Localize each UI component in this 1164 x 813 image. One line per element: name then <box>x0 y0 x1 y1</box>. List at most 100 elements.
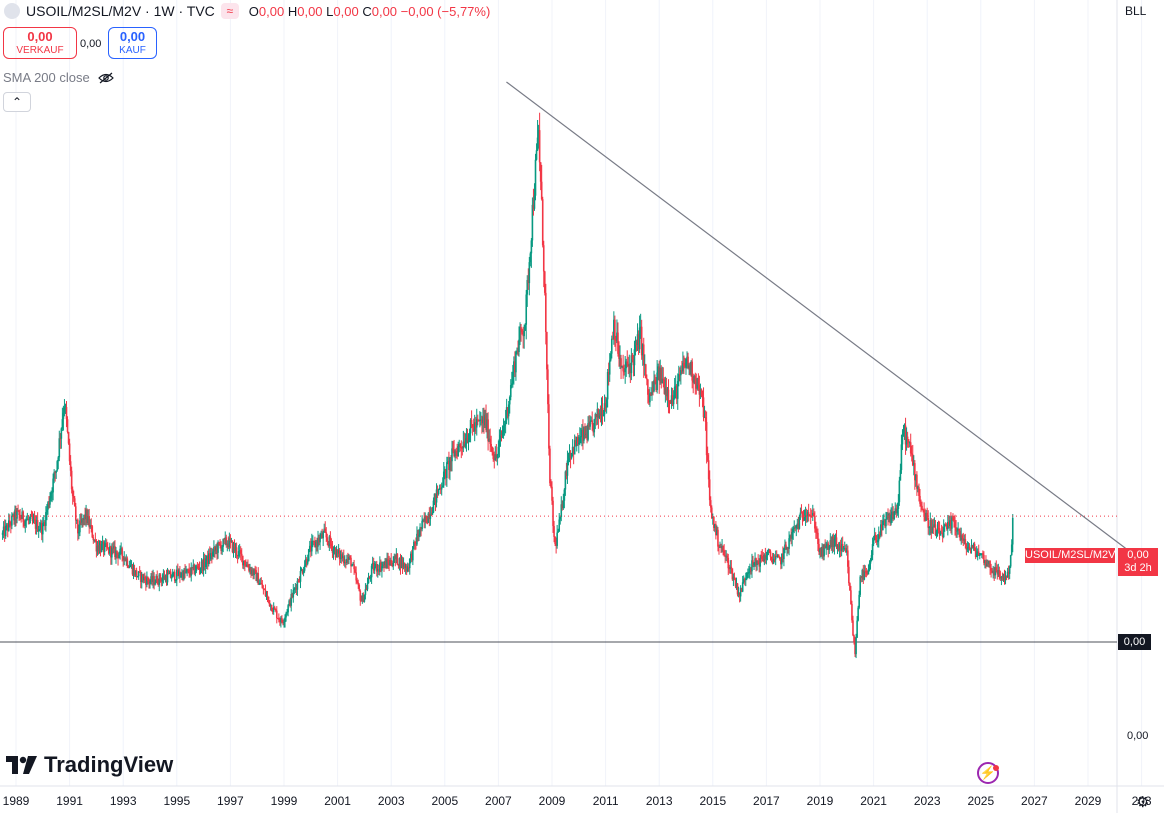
candle-body <box>576 436 579 445</box>
candle-body <box>474 422 477 428</box>
indicator-legend[interactable]: SMA 200 close <box>3 70 114 85</box>
candle-body <box>776 554 779 557</box>
candle-body <box>12 514 14 516</box>
candle-body <box>601 407 604 416</box>
market-status-icon[interactable]: ≈ <box>220 3 239 19</box>
candle-body <box>786 547 788 549</box>
candle-body <box>750 568 752 572</box>
candle-body <box>478 419 480 421</box>
candle-body <box>841 544 844 549</box>
time-axis-label: 1993 <box>109 794 137 808</box>
candle-body <box>110 546 112 558</box>
candle-body <box>179 571 181 577</box>
candle-body <box>741 582 744 592</box>
candle-body <box>323 528 325 533</box>
candle-body <box>24 520 27 526</box>
candle-body <box>779 557 781 560</box>
candle-body <box>742 579 745 583</box>
sell-button[interactable]: 0,00 VERKAUF <box>3 27 77 59</box>
candle-body <box>252 570 254 576</box>
candle-body <box>969 549 972 551</box>
candle-body <box>871 544 874 556</box>
candle-body <box>500 434 503 436</box>
candle-body <box>609 353 612 361</box>
candle-body <box>557 531 559 533</box>
candle-body <box>538 130 541 163</box>
candle-body <box>423 519 425 522</box>
candle-body <box>353 564 355 570</box>
candles[interactable] <box>1 112 1014 659</box>
candle-body <box>16 510 18 519</box>
time-axis-label: 2021 <box>860 794 887 808</box>
candle-body <box>107 547 110 554</box>
candle-body <box>826 543 829 547</box>
candle-body <box>571 446 574 453</box>
candle-body <box>840 544 843 551</box>
candle-body <box>377 569 379 572</box>
trend-line[interactable] <box>506 81 1126 549</box>
candle-body <box>691 361 693 381</box>
candle-body <box>393 556 396 563</box>
candle-body <box>192 564 195 569</box>
candle-body <box>176 569 178 581</box>
symbol-title[interactable]: USOIL/M2SL/M2V · 1W · TVC <box>26 3 215 19</box>
candle-body <box>337 550 340 554</box>
candle-body <box>485 414 487 431</box>
high-value: 0,00 <box>297 3 323 19</box>
candle-body <box>553 526 555 537</box>
candle-body <box>669 402 672 404</box>
candle-body <box>663 379 666 394</box>
candle-body <box>699 389 702 395</box>
candle-body <box>297 580 300 582</box>
candle-body <box>67 432 70 444</box>
collapse-legend-button[interactable]: ⌃ <box>3 92 31 112</box>
time-axis-label: 2013 <box>645 794 673 808</box>
candle-body <box>435 489 438 503</box>
candle-body <box>327 541 330 547</box>
candle-body <box>466 437 469 443</box>
currency-label[interactable]: BLL <box>1125 4 1147 18</box>
candle-body <box>636 334 639 345</box>
candle-body <box>767 551 770 553</box>
candle-body <box>17 510 19 512</box>
candle-body <box>194 571 197 574</box>
candle-body <box>480 419 482 421</box>
candle-body <box>515 351 517 373</box>
candle-body <box>49 498 51 505</box>
candle-body <box>38 529 41 531</box>
candle-body <box>402 562 405 568</box>
candle-body <box>746 572 748 579</box>
candle-body <box>535 150 538 160</box>
candle-body <box>60 428 63 439</box>
candle-body <box>546 331 548 370</box>
candle-body <box>257 573 260 585</box>
candle-body <box>531 204 534 241</box>
candle-body <box>793 527 796 529</box>
tradingview-logo[interactable]: TradingView <box>6 752 173 778</box>
gear-icon[interactable]: ⚙ <box>1136 794 1150 811</box>
candle-body <box>468 433 471 440</box>
eye-hidden-icon[interactable] <box>97 72 114 84</box>
candle-body <box>888 513 890 518</box>
candle-body <box>366 583 369 590</box>
candle-body <box>758 563 760 567</box>
candle-body <box>899 470 902 481</box>
candle-body <box>788 538 790 549</box>
candle-body <box>733 576 736 580</box>
buy-button[interactable]: 0,00 KAUF <box>108 27 157 59</box>
candle-body <box>32 519 35 522</box>
candle-body <box>712 516 714 519</box>
candle-body <box>905 436 908 445</box>
candle-body <box>550 483 552 487</box>
candle-body <box>178 571 180 576</box>
candle-body <box>46 509 48 513</box>
candle-body <box>496 454 499 459</box>
flash-icon[interactable]: ⚡ <box>977 762 999 784</box>
candle-body <box>277 618 279 620</box>
candle-body <box>590 420 592 422</box>
candle-body <box>125 558 128 561</box>
candle-body <box>111 547 113 558</box>
candle-body <box>997 570 1000 575</box>
candle-body <box>438 487 441 489</box>
